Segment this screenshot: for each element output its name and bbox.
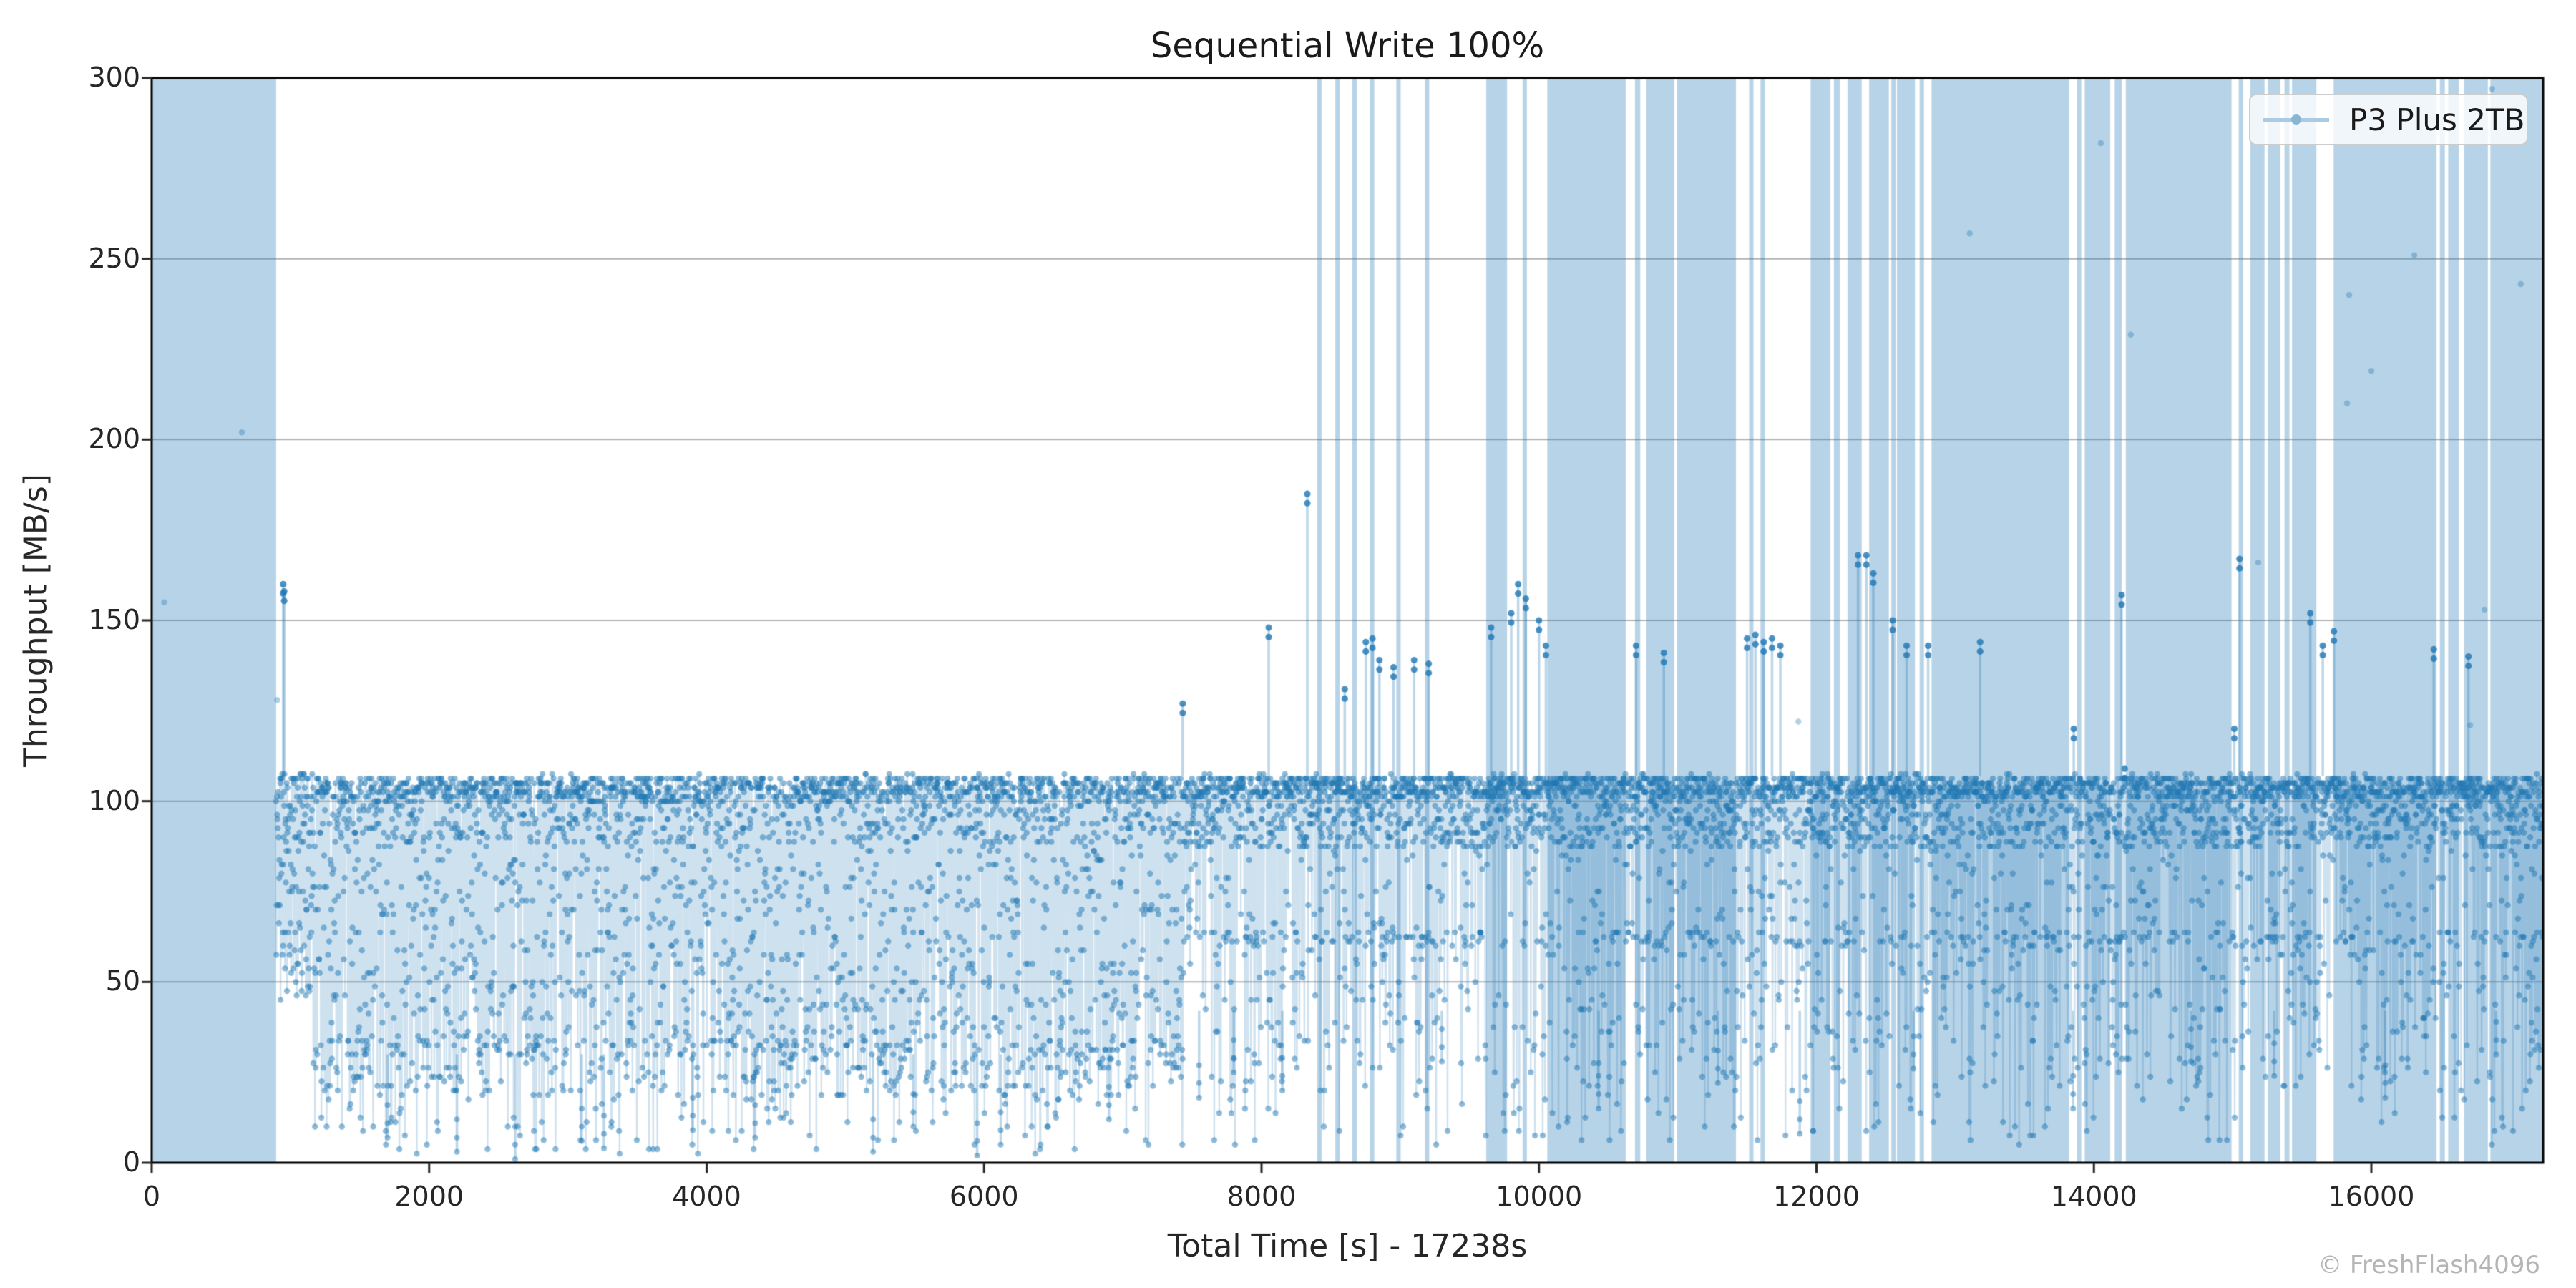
- x-tick-label: 16000: [2328, 1181, 2415, 1212]
- legend-marker-dot: [2291, 114, 2301, 125]
- y-tick-label: 150: [88, 604, 140, 635]
- legend-line-sample: [2263, 114, 2329, 125]
- y-tick-label: 0: [122, 1146, 140, 1178]
- x-tick-label: 4000: [672, 1181, 741, 1212]
- y-tick-label: 200: [88, 423, 140, 455]
- x-axis-label: Total Time [s] - 17238s: [1167, 1228, 1528, 1264]
- watermark: © FreshFlash4096: [2318, 1251, 2540, 1279]
- x-tick-label: 2000: [394, 1181, 464, 1212]
- x-tick-label: 14000: [2050, 1181, 2137, 1212]
- x-tick-label: 8000: [1226, 1181, 1297, 1212]
- x-tick-label: 0: [142, 1181, 161, 1212]
- y-tick-label: 250: [88, 242, 140, 274]
- y-tick-label: 100: [88, 784, 140, 816]
- chart-title: Sequential Write 100%: [1150, 26, 1545, 66]
- x-tick-label: 10000: [1496, 1181, 1583, 1212]
- legend-label: P3 Plus 2TB: [2349, 102, 2525, 137]
- legend: P3 Plus 2TB: [2249, 94, 2528, 145]
- y-tick-label: 300: [88, 62, 140, 93]
- y-tick-label: 50: [105, 965, 140, 997]
- x-tick-label: 12000: [1773, 1181, 1860, 1212]
- x-tick-label: 6000: [949, 1181, 1019, 1212]
